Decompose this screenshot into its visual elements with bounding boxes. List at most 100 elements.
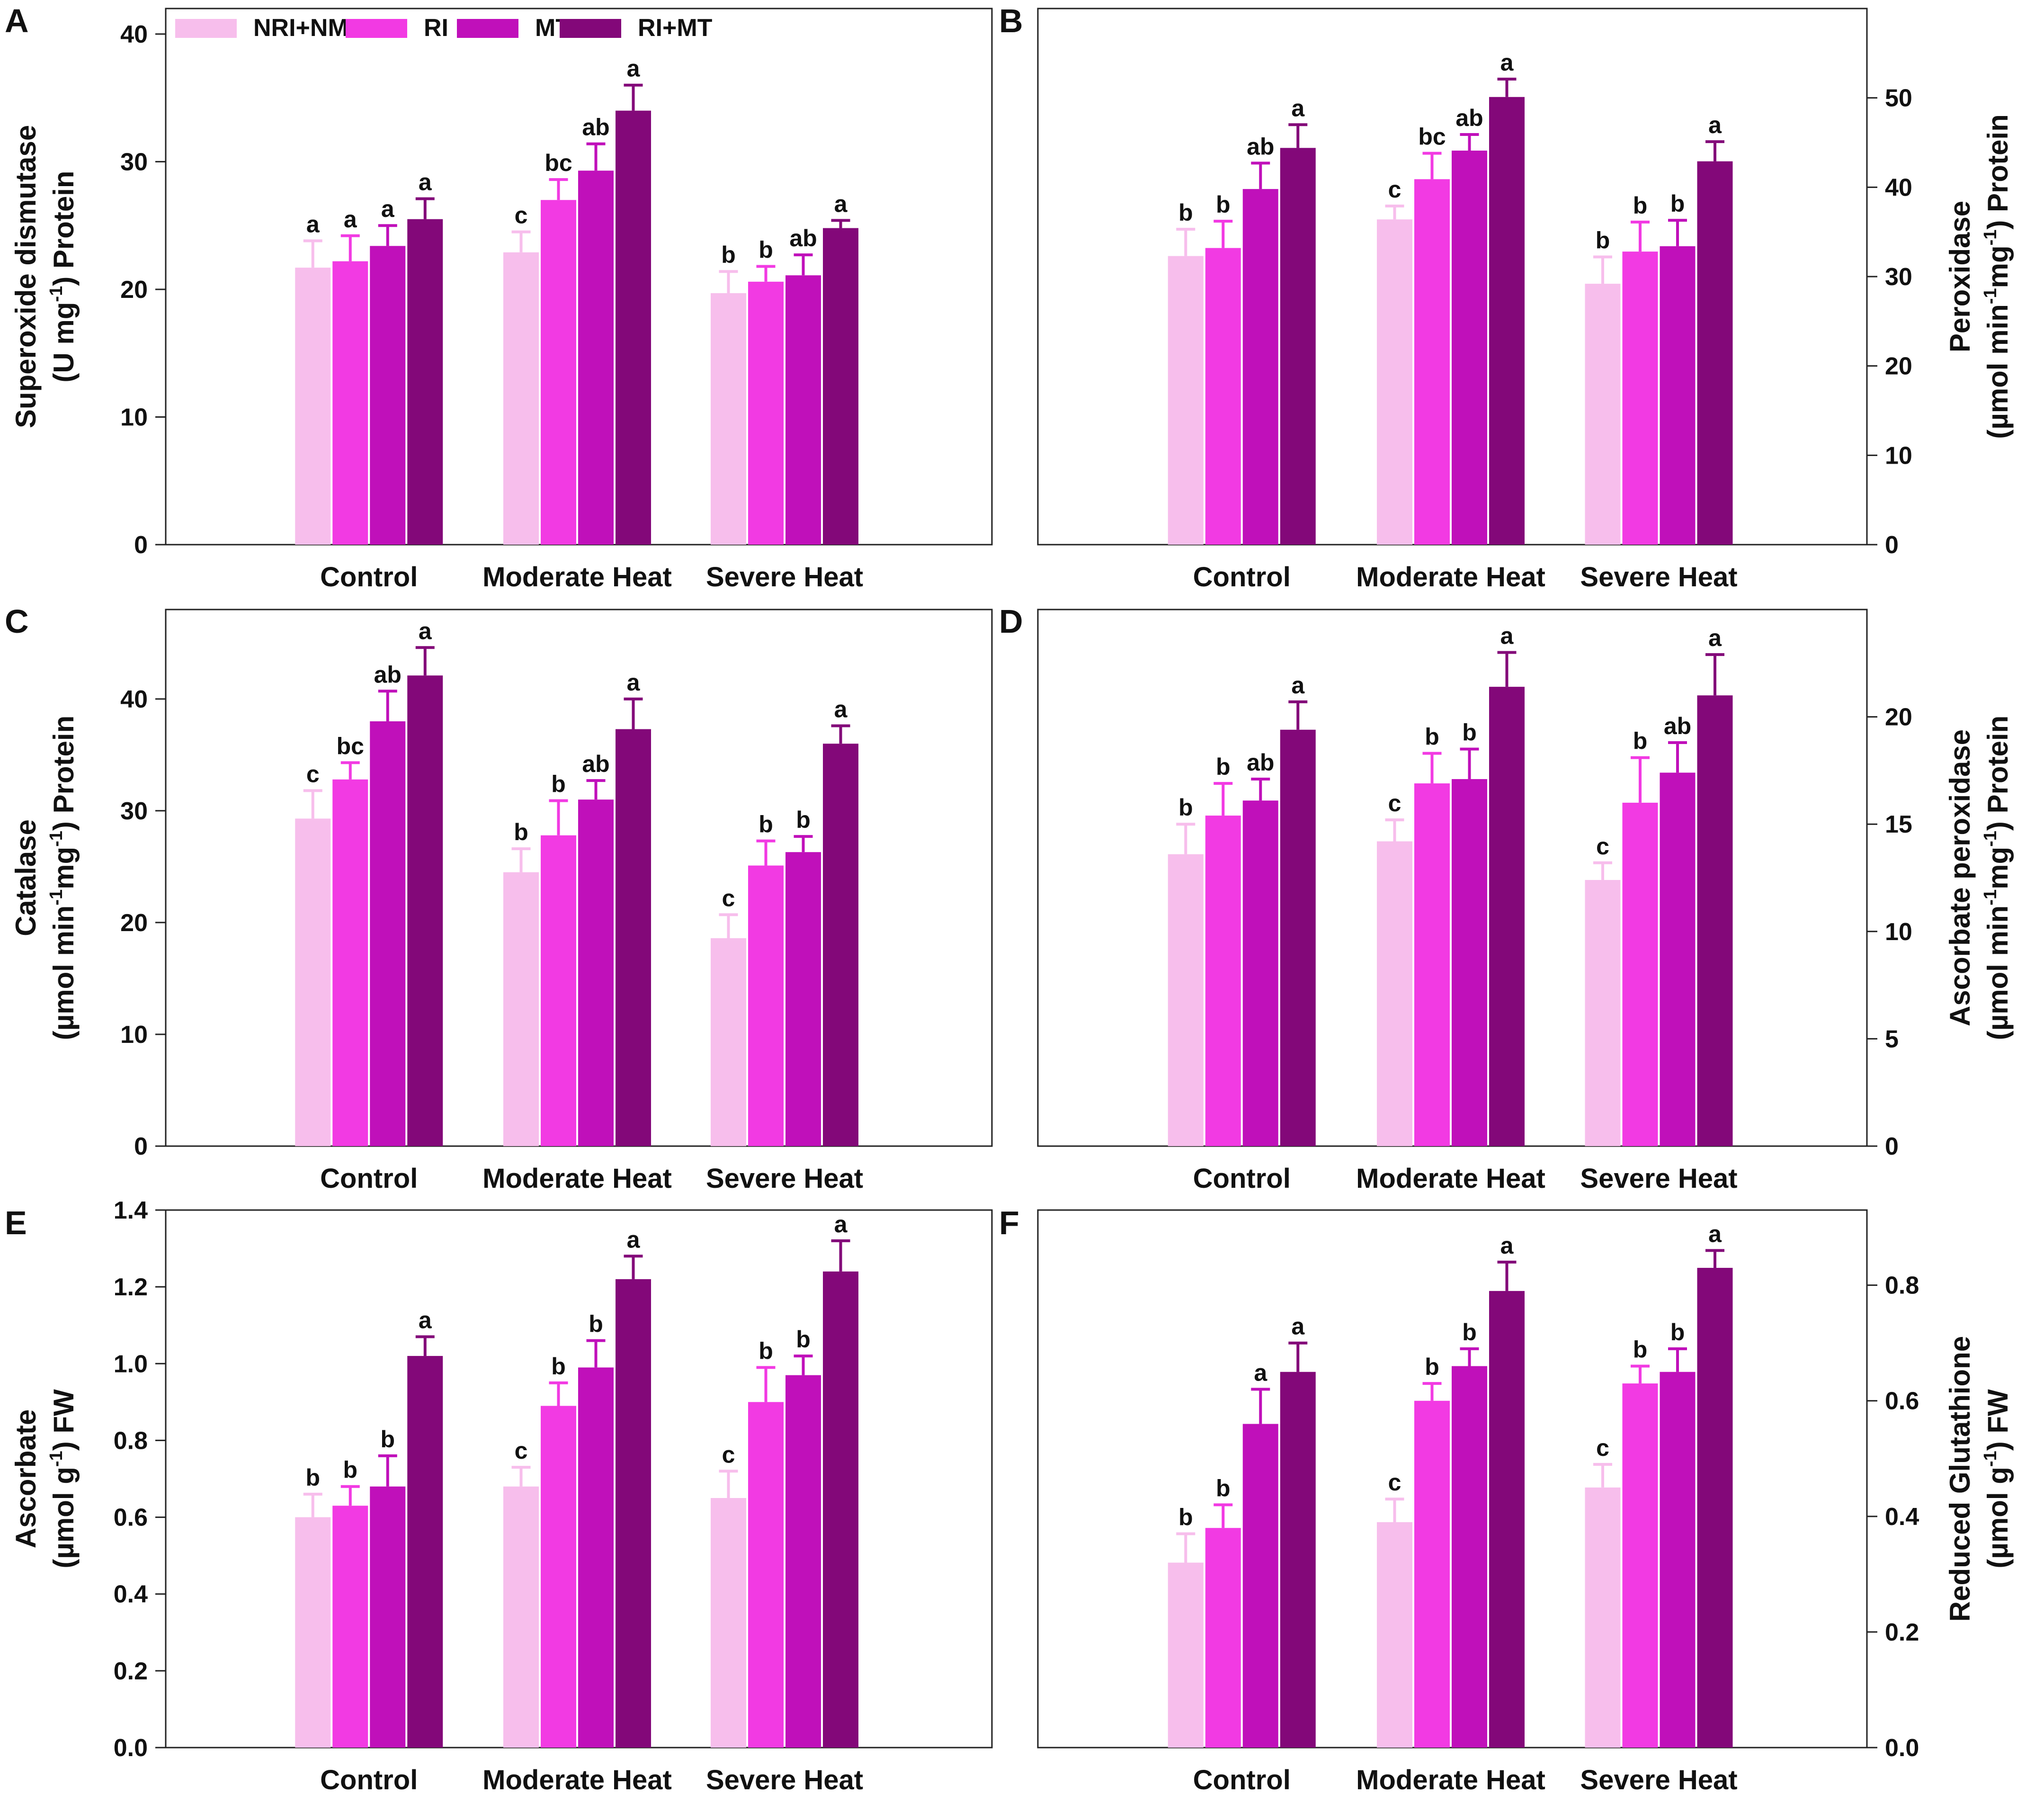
legend-swatch: [560, 19, 621, 38]
bar: [407, 219, 443, 545]
y-tick-label: 0.4: [114, 1581, 148, 1608]
significance-letter: c: [1596, 833, 1609, 860]
bar: [295, 818, 331, 1146]
significance-letter: b: [551, 1353, 566, 1380]
significance-letter: b: [1633, 1337, 1648, 1363]
significance-letter: ab: [374, 661, 402, 688]
significance-letter: c: [1388, 1469, 1401, 1496]
y-tick-label: 30: [1885, 263, 1912, 291]
bar: [407, 675, 443, 1146]
bar: [370, 721, 406, 1146]
x-category-label: Control: [1193, 562, 1291, 592]
y-tick-label: 0: [1885, 531, 1899, 559]
y-tick-label: 0.0: [114, 1734, 148, 1762]
significance-letter: c: [1596, 1435, 1609, 1461]
chart-panel-d: D 0 5 10 15 20 Ascorbate peroxidase (µmol min-1…: [999, 603, 2014, 1194]
y-tick-label: 0.2: [114, 1658, 148, 1685]
significance-letter: a: [1500, 1232, 1514, 1259]
bar: [785, 852, 821, 1146]
bar: [578, 799, 614, 1146]
bar: [1280, 729, 1316, 1146]
bar: [503, 1486, 539, 1748]
significance-letter: c: [1388, 176, 1401, 203]
bar: [1660, 246, 1696, 545]
bar: [332, 1506, 368, 1748]
y-tick-label: 40: [1885, 174, 1912, 201]
significance-letter: a: [834, 190, 848, 217]
y-tick-label: 1.2: [114, 1274, 148, 1301]
significance-letter: a: [834, 1211, 848, 1238]
x-category-label: Control: [320, 1765, 418, 1795]
x-category-label: Moderate Heat: [482, 562, 672, 592]
significance-letter: ab: [582, 751, 609, 777]
y-axis-units: (µmol g-1) FW: [46, 1389, 80, 1569]
significance-letter: a: [419, 169, 432, 196]
bar: [711, 293, 747, 545]
significance-letter: c: [515, 1437, 528, 1464]
significance-letter: a: [1500, 49, 1514, 76]
bar: [1414, 179, 1450, 545]
bar: [1414, 1400, 1450, 1748]
x-category-label: Moderate Heat: [482, 1163, 672, 1194]
y-tick-label: 1.0: [114, 1350, 148, 1378]
significance-letter: b: [1178, 1504, 1193, 1530]
significance-letter: a: [834, 696, 848, 722]
bar: [1585, 284, 1621, 545]
y-tick-label: 30: [120, 148, 148, 176]
significance-letter: c: [306, 761, 320, 787]
bar: [541, 835, 577, 1146]
y-axis-title: Peroxidase: [1944, 201, 1976, 352]
bar: [785, 1375, 821, 1748]
significance-letter: ab: [1455, 105, 1483, 131]
x-category-label: Moderate Heat: [1356, 1765, 1545, 1795]
bar: [1585, 1487, 1621, 1748]
chart-panel-a: A 0 10 20 30 40 Superoxide dismutase (U mg-1) P…: [5, 2, 993, 592]
significance-letter: a: [1708, 1220, 1722, 1247]
bar: [823, 228, 859, 545]
bar: [711, 938, 747, 1146]
significance-letter: a: [381, 196, 395, 222]
significance-letter: a: [344, 206, 357, 233]
y-axis-units: (µmol g-1) FW: [1981, 1389, 2014, 1569]
significance-letter: bc: [337, 733, 364, 759]
bar: [503, 252, 539, 545]
bar: [370, 246, 406, 545]
bar: [1376, 1522, 1412, 1748]
y-axis-units: (U mg-1) Protein: [46, 170, 80, 382]
significance-letter: a: [1708, 625, 1722, 651]
x-category-label: Control: [320, 562, 418, 592]
y-tick-label: 0.2: [1885, 1619, 1919, 1646]
bar: [1205, 248, 1241, 545]
significance-letter: b: [1216, 191, 1231, 218]
bar: [1376, 219, 1412, 545]
y-tick-label: 20: [120, 909, 148, 937]
significance-letter: b: [380, 1426, 395, 1453]
significance-letter: a: [419, 618, 432, 644]
significance-letter: b: [1462, 719, 1477, 746]
significance-letter: b: [1216, 753, 1231, 780]
significance-letter: b: [759, 1337, 773, 1364]
x-category-label: Severe Heat: [1580, 1765, 1737, 1795]
bar: [616, 110, 652, 545]
y-tick-label: 5: [1885, 1025, 1899, 1053]
bar: [1280, 1372, 1316, 1748]
significance-letter: a: [627, 55, 641, 82]
bar: [1376, 841, 1412, 1146]
significance-letter: a: [1291, 95, 1305, 121]
significance-letter: a: [1291, 672, 1305, 699]
significance-letter: c: [1388, 790, 1401, 816]
significance-letter: b: [1633, 192, 1648, 219]
bar: [1697, 161, 1733, 545]
y-axis-title: Reduced Glutathione: [1944, 1336, 1976, 1622]
legend-swatch: [346, 19, 407, 38]
bar: [1242, 189, 1278, 545]
bar: [1451, 150, 1487, 545]
bar: [1660, 1372, 1696, 1748]
bar: [541, 1406, 577, 1748]
significance-letter: b: [796, 1326, 811, 1353]
significance-letter: ab: [1664, 713, 1691, 739]
y-tick-label: 0: [134, 1133, 148, 1160]
panel-letter: C: [5, 603, 29, 640]
bar: [748, 281, 784, 545]
